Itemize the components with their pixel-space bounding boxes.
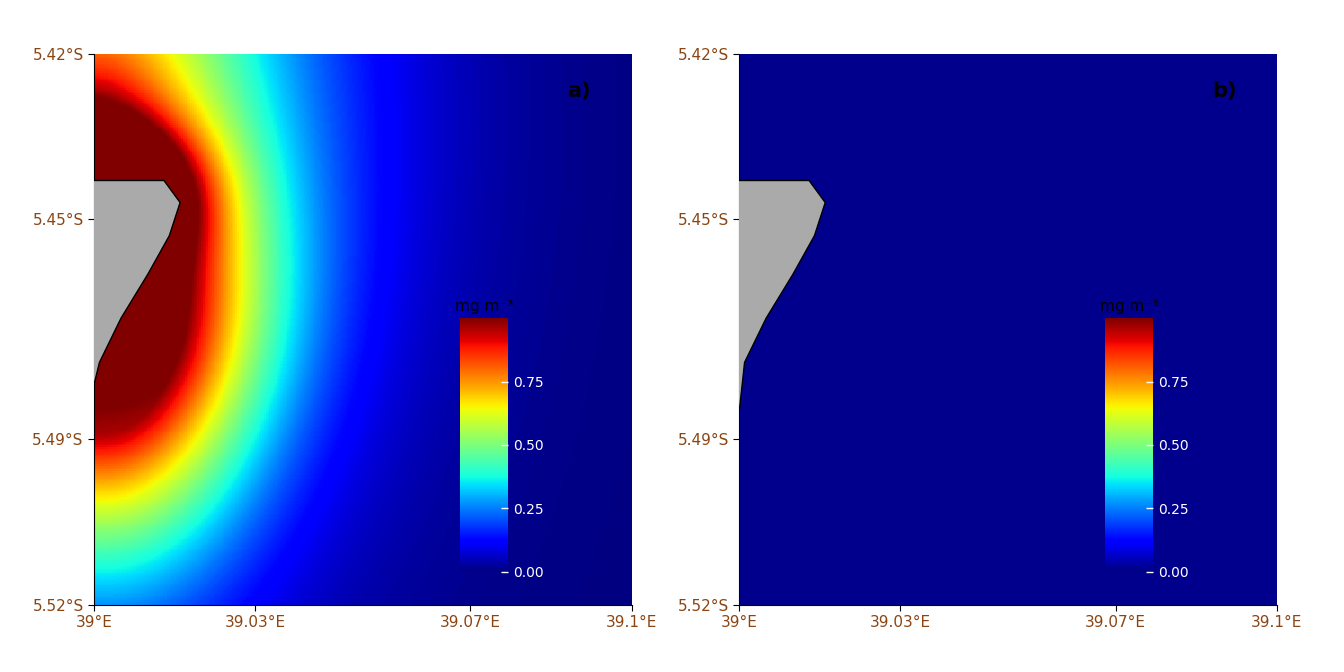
Polygon shape (40, 54, 180, 384)
Text: a): a) (567, 81, 590, 101)
Text: b): b) (1212, 81, 1236, 101)
Polygon shape (685, 54, 825, 605)
